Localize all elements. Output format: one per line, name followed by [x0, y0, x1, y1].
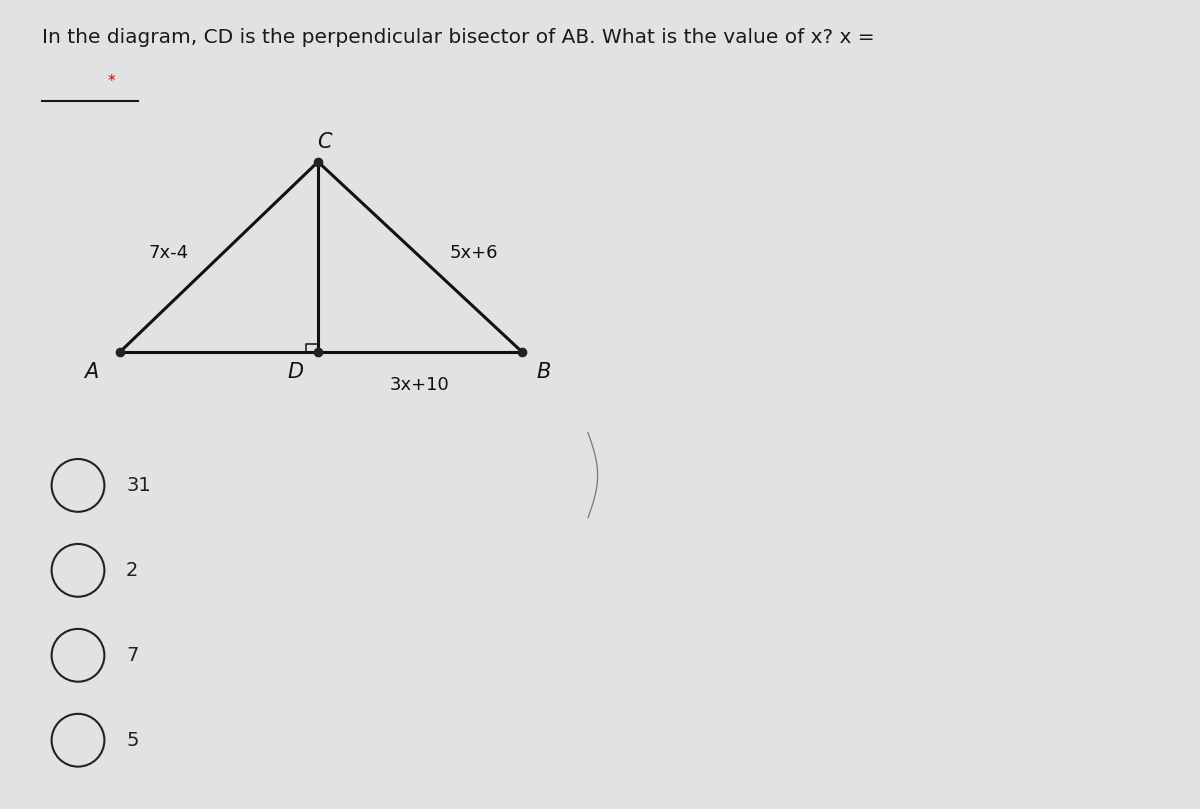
Text: 2: 2 — [126, 561, 138, 580]
Text: B: B — [536, 362, 551, 382]
Text: A: A — [84, 362, 98, 382]
Text: 31: 31 — [126, 476, 151, 495]
Text: *: * — [108, 74, 115, 90]
Text: D: D — [288, 362, 304, 382]
Text: In the diagram, CD is the perpendicular bisector of AB. What is the value of x? : In the diagram, CD is the perpendicular … — [42, 28, 875, 47]
Text: 7x-4: 7x-4 — [149, 244, 190, 262]
Text: C: C — [317, 132, 331, 152]
Text: 5: 5 — [126, 731, 138, 750]
Text: 5x+6: 5x+6 — [450, 244, 498, 262]
Text: 3x+10: 3x+10 — [390, 376, 450, 394]
Text: 7: 7 — [126, 646, 138, 665]
